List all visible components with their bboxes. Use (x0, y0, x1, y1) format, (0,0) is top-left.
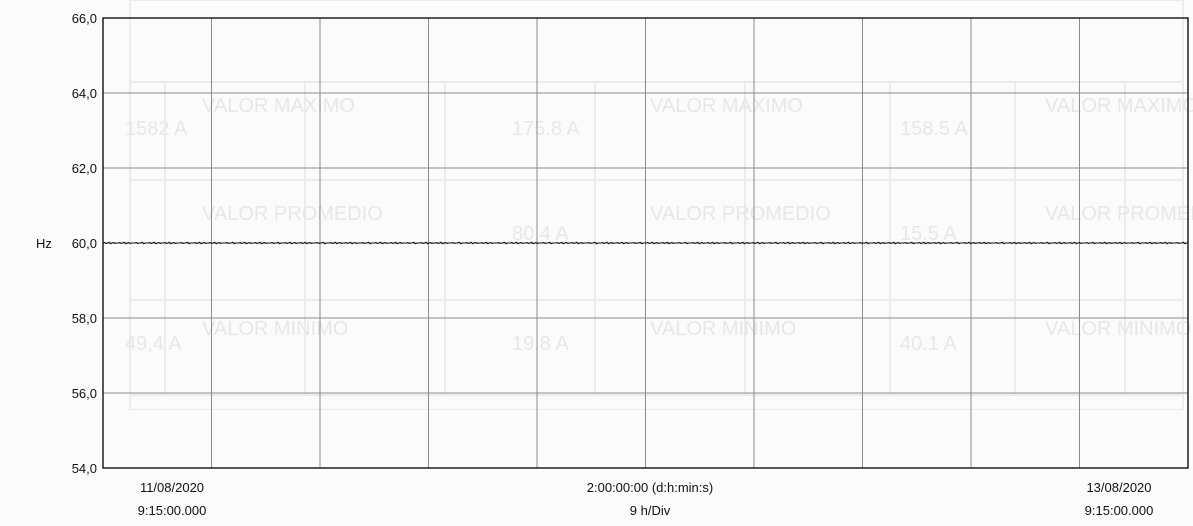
x-axis-labels: 11/08/2020 9:15:00.000 2:00:00:00 (d:h:m… (138, 480, 1154, 518)
x-right-date: 13/08/2020 (1086, 480, 1151, 495)
x-left-time: 9:15:00.000 (138, 503, 207, 518)
y-tick-layer: 54,0 56,0 58,0 60,0 62,0 64,0 66,0 (72, 11, 97, 476)
y-tick-label: 66,0 (72, 11, 97, 26)
y-tick-label: 60,0 (72, 236, 97, 251)
y-tick-label: 58,0 (72, 311, 97, 326)
y-tick-label: 64,0 (72, 86, 97, 101)
x-center-div: 9 h/Div (630, 503, 671, 518)
x-left-date: 11/08/2020 (140, 480, 204, 495)
series-line-frequency (102, 241, 1188, 245)
plot-frame (102, 17, 1189, 469)
x-right-time: 9:15:00.000 (1085, 503, 1154, 518)
y-tick-label: 54,0 (72, 461, 97, 476)
y-tick-label: 56,0 (72, 386, 97, 401)
x-center-duration: 2:00:00:00 (d:h:min:s) (587, 480, 713, 495)
y-axis-label: Hz (36, 236, 52, 251)
y-tick-label: 62,0 (72, 161, 97, 176)
